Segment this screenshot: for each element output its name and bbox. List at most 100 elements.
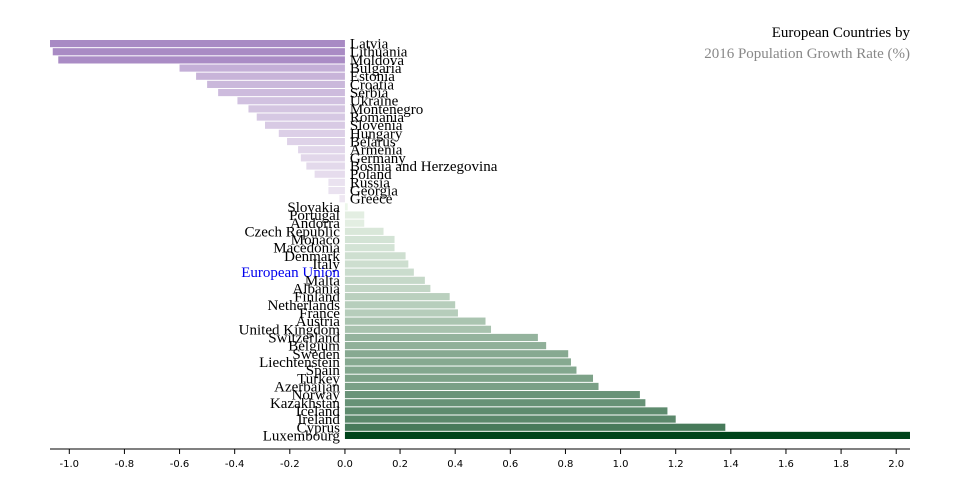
- category-label: Belarus: [350, 135, 396, 151]
- category-label: Azerbaijan: [274, 379, 340, 395]
- bar-poland: [314, 170, 345, 178]
- category-label: Norway: [292, 388, 341, 404]
- category-label: Portugal: [289, 208, 340, 224]
- category-label: Russia: [350, 175, 390, 191]
- category-label: Cyprus: [297, 420, 341, 436]
- bar-liechtenstein: [344, 358, 571, 366]
- bar-bosnia-and-herzegovina: [306, 162, 345, 170]
- x-tick-label: 1.8: [833, 459, 849, 470]
- x-tick-label: -0.2: [280, 459, 300, 470]
- category-label: European Union: [241, 265, 340, 281]
- bar-spain: [344, 366, 577, 374]
- category-label: Lithuania: [350, 45, 408, 61]
- bar-ireland: [344, 415, 676, 423]
- bar-switzerland: [344, 333, 538, 342]
- category-label: Andorra: [290, 216, 340, 232]
- category-label: Moldova: [350, 53, 405, 69]
- bar-monaco: [344, 235, 395, 244]
- bar-austria: [344, 317, 486, 325]
- category-label: Latvia: [350, 37, 389, 53]
- category-label: Malta: [305, 273, 340, 289]
- x-tick-label: 0.0: [337, 459, 353, 470]
- x-tick-label: 1.0: [613, 459, 629, 470]
- bar-portugal: [344, 211, 365, 219]
- bar-czech-republic: [344, 227, 384, 235]
- bar-armenia: [298, 146, 345, 154]
- category-label: Iceland: [296, 404, 341, 420]
- x-tick-label: 2.0: [888, 459, 904, 470]
- category-label: Slovakia: [287, 200, 340, 216]
- bar-iceland: [344, 407, 668, 415]
- category-label: Czech Republic: [245, 224, 341, 240]
- category-label: Sweden: [292, 347, 340, 363]
- category-label: Germany: [350, 151, 406, 167]
- bar-sweden: [344, 350, 569, 358]
- x-tick-label: 0.6: [502, 459, 518, 470]
- category-label: Hungary: [350, 126, 403, 142]
- x-tick-label: -0.8: [115, 459, 135, 470]
- category-label: Italy: [312, 257, 340, 273]
- x-tick-label: 0.4: [447, 459, 463, 470]
- bar-ukraine: [237, 97, 345, 105]
- x-tick-label: 1.4: [723, 459, 739, 470]
- bar-russia: [328, 178, 345, 186]
- x-tick-label: -0.6: [170, 459, 190, 470]
- bar-luxembourg: [344, 431, 910, 439]
- category-label: Ukraine: [350, 94, 399, 110]
- category-label: Estonia: [350, 69, 395, 85]
- bar-european-union: [344, 268, 414, 276]
- bar-belarus: [287, 137, 345, 146]
- x-tick-label: 1.6: [778, 459, 794, 470]
- bar-moldova: [58, 56, 345, 64]
- chart-title-line2: 2016 Population Growth Rate (%): [704, 46, 910, 62]
- x-tick-label: 0.2: [392, 459, 408, 470]
- bar-georgia: [328, 186, 345, 195]
- category-label: Luxembourg: [263, 428, 341, 444]
- bar-bulgaria: [179, 64, 345, 72]
- bar-estonia: [196, 72, 345, 80]
- category-label: France: [299, 306, 340, 322]
- x-tick-label: -0.4: [225, 459, 245, 470]
- bar-belgium: [344, 342, 547, 350]
- category-label: Monaco: [291, 233, 340, 249]
- bar-united-kingdom: [344, 325, 492, 333]
- category-label: Kazakhstan: [270, 396, 340, 412]
- bar-romania: [256, 113, 345, 121]
- bar-malta: [344, 276, 425, 284]
- category-label: Georgia: [350, 184, 398, 200]
- x-tick-label: 1.2: [668, 459, 684, 470]
- category-label: Croatia: [350, 77, 394, 93]
- category-label: Bosnia and Herzegovina: [350, 159, 498, 175]
- bar-azerbaijan: [344, 382, 599, 391]
- bar-serbia: [218, 88, 345, 97]
- category-labels-group: LatviaLithuaniaMoldovaBulgariaEstoniaCro…: [239, 37, 498, 445]
- category-label: Greece: [350, 192, 393, 208]
- bar-croatia: [207, 80, 345, 88]
- category-label: Liechtenstein: [259, 355, 340, 371]
- category-label: Finland: [294, 290, 340, 306]
- bar-montenegro: [248, 105, 345, 113]
- bar-finland: [344, 293, 450, 301]
- category-label: Montenegro: [350, 102, 423, 118]
- bar-italy: [344, 260, 409, 268]
- bar-kazakhstan: [344, 399, 646, 407]
- bar-turkey: [344, 374, 594, 382]
- chart-title-line1: European Countries by: [771, 25, 910, 41]
- category-label: Armenia: [350, 143, 403, 159]
- category-label: Turkey: [297, 371, 340, 387]
- x-axis: -1.0 -0.8 -0.6 -0.4 -0.2 0.0 0.2 0.4 0.6 0.8 1.0 1.…: [50, 448, 910, 470]
- bars-group: [50, 40, 910, 439]
- x-tick-label: 0.8: [557, 459, 573, 470]
- category-label: Belgium: [288, 339, 340, 355]
- category-label: Austria: [296, 314, 341, 330]
- category-label: Switzerland: [268, 330, 340, 346]
- category-label: Spain: [306, 363, 341, 379]
- category-label: Macedonia: [273, 241, 340, 257]
- bar-france: [344, 309, 458, 317]
- bar-norway: [344, 391, 640, 399]
- category-label: Ireland: [297, 412, 340, 428]
- bar-macedonia: [344, 244, 395, 252]
- category-label: Bulgaria: [350, 61, 402, 77]
- bar-denmark: [344, 252, 406, 260]
